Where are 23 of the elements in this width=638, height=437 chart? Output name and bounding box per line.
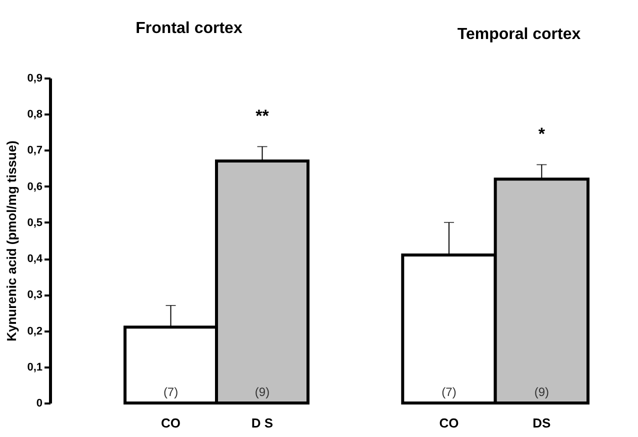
y-tick-label: 0 bbox=[36, 398, 42, 410]
x-tick-label: CO bbox=[161, 416, 181, 430]
annotation: (7) bbox=[163, 385, 178, 399]
y-tick-label: 0,2 bbox=[27, 325, 42, 338]
y-tick-label: 0,3 bbox=[27, 289, 42, 302]
y-tick-label: 0,7 bbox=[27, 144, 42, 157]
annotation: ** bbox=[256, 106, 270, 126]
y-tick-label: 0,6 bbox=[27, 180, 42, 193]
y-tick-label: 0,1 bbox=[27, 361, 42, 374]
chart-title: Temporal cortex bbox=[457, 26, 581, 43]
annotation: (7) bbox=[442, 385, 456, 399]
x-tick-label: CO bbox=[439, 416, 459, 430]
annotation: (9) bbox=[254, 385, 270, 399]
x-tick-label: D S bbox=[251, 416, 274, 430]
y-tick-label: 0,4 bbox=[27, 253, 44, 266]
y-tick-label: 0,9 bbox=[27, 72, 42, 84]
x-tick-label: DS bbox=[532, 416, 552, 430]
y-tick-label: 0,8 bbox=[27, 108, 42, 121]
annotation: * bbox=[538, 124, 546, 144]
y-tick-label: 0,5 bbox=[27, 216, 42, 229]
annotation: (9) bbox=[534, 385, 550, 399]
chart-title: Frontal cortex bbox=[136, 20, 242, 37]
y-axis-title: Kynurenic acid (pmol/mg tissue) bbox=[4, 140, 20, 342]
